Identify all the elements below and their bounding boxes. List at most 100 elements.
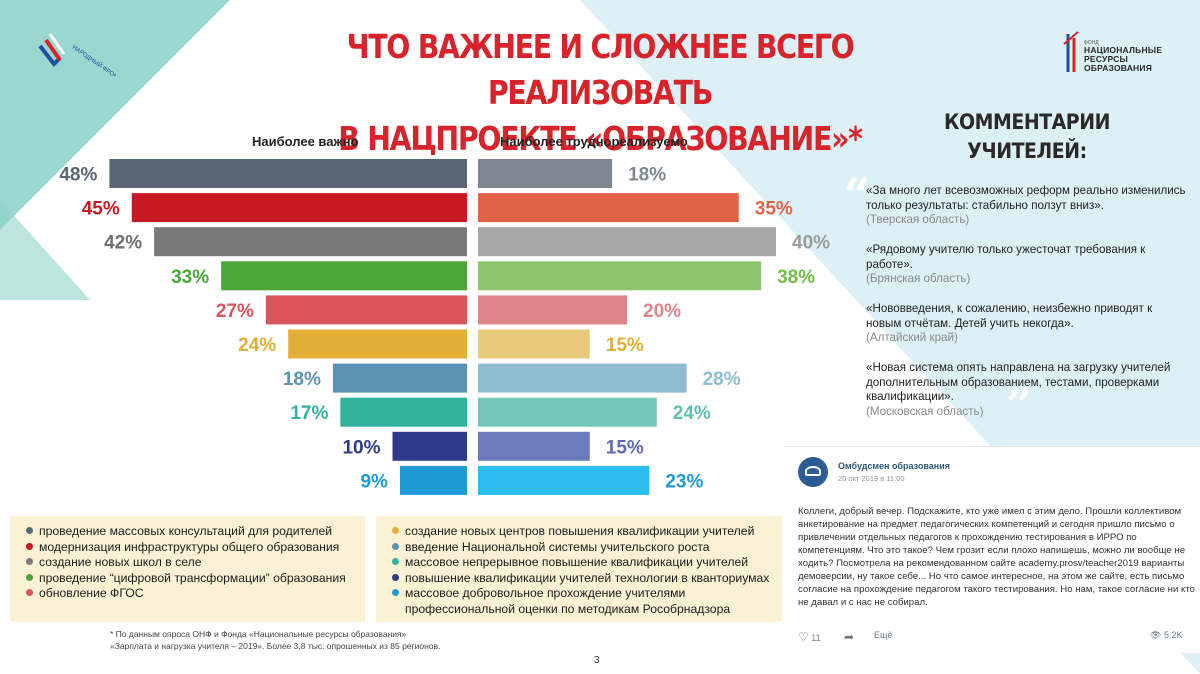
legend-dot-icon bbox=[392, 573, 399, 581]
post-author[interactable]: Омбудсмен образования bbox=[838, 461, 951, 471]
legend-dot-icon bbox=[26, 542, 33, 550]
data-label-most-important: 48% bbox=[59, 165, 97, 186]
legend-item: создание новых школ в селе bbox=[26, 555, 201, 569]
legend-label: введение Национальной системы учительско… bbox=[405, 539, 710, 554]
bar-hardest-to-implement bbox=[478, 465, 650, 495]
data-label-most-important: 17% bbox=[290, 403, 328, 424]
like-button[interactable]: ♡ 11 bbox=[798, 630, 821, 644]
data-label-most-important: 10% bbox=[342, 437, 380, 458]
legend-item: повышение квалификации учителей технолог… bbox=[392, 571, 769, 585]
data-label-hardest-to-implement: 15% bbox=[606, 437, 644, 458]
nro-logo-text: НАЦИОНАЛЬНЫЕ РЕСУРСЫ ОБРАЗОВАНИЯ bbox=[1084, 46, 1162, 73]
comment-region: (Московская область) bbox=[866, 404, 984, 418]
legend-dot-icon bbox=[392, 558, 399, 566]
left-column-heading: Наиболее важно bbox=[252, 134, 359, 149]
teacher-comment: «Новая система опять направлена на загру… bbox=[866, 361, 1186, 419]
bar-hardest-to-implement bbox=[478, 363, 687, 393]
nro-logo-icon bbox=[1063, 31, 1079, 72]
legend-dot-icon bbox=[392, 542, 399, 550]
more-button[interactable]: Ещё bbox=[874, 630, 893, 640]
data-label-hardest-to-implement: 24% bbox=[673, 403, 711, 424]
data-label-hardest-to-implement: 38% bbox=[777, 267, 815, 288]
page-title-line2: В НАЦПРОЕКТЕ «ОБРАЗОВАНИЕ»* bbox=[338, 119, 863, 158]
legend-item: массовое непрерывное повышение квалифика… bbox=[392, 555, 748, 569]
bar-most-important bbox=[131, 193, 467, 223]
legend-item: обновление ФГОС bbox=[26, 586, 144, 600]
comment-text: «Рядовому учителю только ужесточат требо… bbox=[866, 243, 1146, 271]
bar-most-important bbox=[109, 159, 468, 188]
bar-most-important bbox=[154, 227, 467, 257]
legend-item: проведение “цифровой трансформации” обра… bbox=[26, 571, 346, 585]
page-number: 3 bbox=[594, 655, 600, 666]
legend-label: создание новых центров повышения квалифи… bbox=[405, 524, 755, 538]
legend-right-box bbox=[376, 516, 782, 622]
teacher-comment: «Рядовому учителю только ужесточат требо… bbox=[866, 243, 1186, 287]
bar-hardest-to-implement bbox=[478, 295, 627, 325]
bar-hardest-to-implement bbox=[478, 261, 762, 291]
bar-hardest-to-implement bbox=[478, 227, 776, 257]
legend-label: массовое непрерывное повышение квалифика… bbox=[405, 555, 749, 570]
nro-logo-line2: РЕСУРСЫ bbox=[1084, 54, 1128, 64]
nro-logo-line1: НАЦИОНАЛЬНЫЕ bbox=[1084, 45, 1163, 55]
legend-dot-icon bbox=[26, 573, 33, 581]
eye-icon: 👁 bbox=[1150, 630, 1162, 640]
legend-dot-icon bbox=[392, 527, 399, 534]
comment-text: «За много лет всевозможных реформ реальн… bbox=[866, 184, 1186, 212]
nro-logo-small: ФОНД bbox=[1084, 40, 1099, 46]
teacher-comment: «Нововведения, к сожалению, неизбежно пр… bbox=[866, 302, 1186, 346]
data-label-most-important: 27% bbox=[216, 301, 254, 322]
legend-left-box bbox=[10, 516, 365, 622]
bar-most-important bbox=[265, 295, 467, 325]
post-date[interactable]: 20 окт 2019 в 11:00 bbox=[838, 474, 905, 483]
bar-most-important bbox=[392, 431, 467, 461]
data-label-hardest-to-implement: 18% bbox=[628, 165, 666, 186]
comment-region: (Алтайский край) bbox=[866, 331, 958, 345]
teacher-comment: «За много лет всевозможных реформ реальн… bbox=[866, 184, 1186, 228]
legend-item: создание новых центров повышения квалифи… bbox=[392, 524, 754, 538]
avatar[interactable] bbox=[798, 457, 828, 487]
bar-hardest-to-implement bbox=[478, 193, 739, 223]
comments-title-line1: КОММЕНТАРИИ bbox=[944, 110, 1110, 134]
bar-most-important bbox=[399, 465, 467, 495]
views-count: 5.2K bbox=[1163, 630, 1183, 640]
legend-dot-icon bbox=[26, 589, 33, 597]
footnote-line2: «Зарплата и нагрузка учителя – 2019». Бо… bbox=[110, 641, 441, 651]
legend-dot-icon bbox=[26, 527, 33, 534]
data-label-most-important: 42% bbox=[104, 233, 142, 254]
comment-text: «Нововведения, к сожалению, неизбежно пр… bbox=[866, 302, 1153, 330]
bar-hardest-to-implement bbox=[478, 159, 613, 188]
legend-label: обновление ФГОС bbox=[39, 586, 144, 601]
bar-most-important bbox=[332, 363, 467, 393]
legend-item: массовое добровольное прохождение учител… bbox=[392, 586, 755, 617]
legend-label: проведение “цифровой трансформации” обра… bbox=[39, 570, 346, 585]
legend-label: повышение квалификации учителей технолог… bbox=[405, 570, 770, 585]
bar-most-important bbox=[221, 261, 467, 291]
share-icon[interactable]: ➦ bbox=[844, 630, 855, 644]
data-label-most-important: 24% bbox=[238, 335, 276, 356]
data-label-hardest-to-implement: 40% bbox=[792, 233, 830, 254]
bar-hardest-to-implement bbox=[478, 329, 590, 359]
legend-item: введение Национальной системы учительско… bbox=[392, 540, 710, 554]
comments-title: КОММЕНТАРИИ УЧИТЕЛЕЙ: bbox=[924, 108, 1131, 166]
bar-hardest-to-implement bbox=[478, 431, 590, 461]
data-label-hardest-to-implement: 28% bbox=[703, 369, 741, 390]
legend-label: создание новых школ в селе bbox=[39, 555, 202, 570]
data-label-hardest-to-implement: 23% bbox=[665, 471, 703, 492]
bar-most-important bbox=[288, 329, 467, 359]
background-shape-left-lower bbox=[0, 200, 90, 300]
legend-item: проведение массовых консультаций для род… bbox=[26, 524, 332, 538]
legend-dot-icon bbox=[26, 558, 33, 566]
nro-logo-line3: ОБРАЗОВАНИЯ bbox=[1084, 63, 1153, 73]
nro-logo: ФОНД НАЦИОНАЛЬНЫЕ РЕСУРСЫ ОБРАЗОВАНИЯ bbox=[1062, 28, 1172, 76]
footnote-line1: * По данным опроса ОНФ и Фонда «Национал… bbox=[110, 629, 407, 639]
data-label-most-important: 18% bbox=[283, 369, 321, 390]
page-title-line1: ЧТО ВАЖНЕЕ И СЛОЖНЕЕ ВСЕГО РЕАЛИЗОВАТЬ bbox=[346, 27, 855, 112]
like-count: 11 bbox=[811, 633, 821, 643]
social-post: Омбудсмен образования 20 окт 2019 в 11:0… bbox=[784, 446, 1200, 653]
data-label-most-important: 9% bbox=[360, 471, 388, 492]
legend-dot-icon bbox=[392, 589, 399, 597]
heart-icon: ♡ bbox=[798, 630, 809, 644]
data-label-most-important: 33% bbox=[171, 267, 209, 288]
comment-text: «Новая система опять направлена на загру… bbox=[866, 361, 1171, 404]
